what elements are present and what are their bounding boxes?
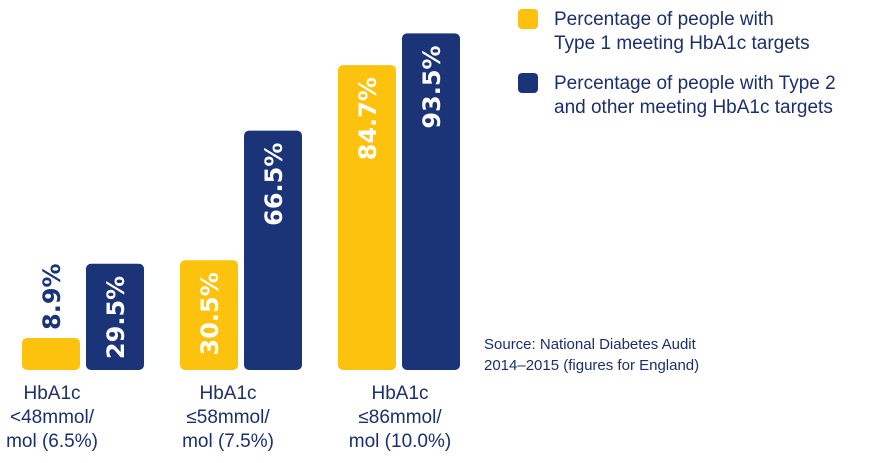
category-label-1: HbA1c <48mmol/ mol (6.5%) bbox=[0, 382, 132, 454]
category-label-1-line-3: mol (6.5%) bbox=[6, 431, 98, 452]
legend-type1-line-1: Percentage of people with bbox=[554, 9, 774, 30]
legend: Percentage of people with Type 1 meeting… bbox=[518, 8, 888, 136]
bar-series1-cat3 bbox=[338, 65, 396, 370]
bar-series2-cat2 bbox=[244, 130, 302, 370]
legend-type1-line-2: Type 1 meeting HbA1c targets bbox=[554, 33, 810, 54]
category-label-2-line-2: ≤58mmol/ bbox=[186, 407, 270, 428]
bar-series1-cat2 bbox=[180, 260, 238, 370]
data-label-series1-cat3: 84.7% bbox=[354, 77, 382, 160]
category-label-3-line-2: ≤86mmol/ bbox=[358, 407, 442, 428]
source-note: Source: National Diabetes Audit 2014–201… bbox=[484, 334, 784, 376]
legend-swatch-type1 bbox=[518, 9, 538, 29]
category-label-2-line-3: mol (7.5%) bbox=[182, 431, 274, 452]
legend-item-type2: Percentage of people with Type 2 and oth… bbox=[518, 72, 888, 120]
bar-chart: 8.9% 30.5% 84.7% 29.5% 66.5% 93.5% bbox=[22, 33, 460, 371]
legend-type2-line-1: Percentage of people with Type 2 bbox=[554, 73, 836, 94]
bar-series1-cat1 bbox=[22, 337, 80, 370]
data-label-series2-cat2: 66.5% bbox=[260, 143, 288, 226]
legend-item-type1: Percentage of people with Type 1 meeting… bbox=[518, 8, 888, 56]
bar-series2-cat1 bbox=[86, 263, 144, 370]
source-line-1: Source: National Diabetes Audit bbox=[484, 336, 696, 353]
category-label-1-line-1: HbA1c bbox=[23, 383, 81, 404]
category-label-3-line-3: mol (10.0%) bbox=[348, 431, 452, 452]
category-label-1-line-2: <48mmol/ bbox=[10, 407, 94, 428]
data-label-series1-cat1: 8.9% bbox=[38, 263, 66, 330]
source-line-2: 2014–2015 (figures for England) bbox=[484, 357, 700, 374]
data-label-series1-cat2: 30.5% bbox=[196, 272, 224, 355]
category-label-2-line-1: HbA1c bbox=[199, 383, 257, 404]
legend-swatch-type2 bbox=[518, 73, 538, 93]
category-label-3-line-1: HbA1c bbox=[371, 383, 429, 404]
legend-type2-line-2: and other meeting HbA1c targets bbox=[554, 97, 833, 118]
data-label-series2-cat3: 93.5% bbox=[418, 45, 446, 128]
bar-series2-cat3 bbox=[402, 33, 460, 371]
category-label-2: HbA1c ≤58mmol/ mol (7.5%) bbox=[148, 382, 308, 454]
data-label-series2-cat1: 29.5% bbox=[102, 276, 130, 359]
category-label-3: HbA1c ≤86mmol/ mol (10.0%) bbox=[320, 382, 480, 454]
